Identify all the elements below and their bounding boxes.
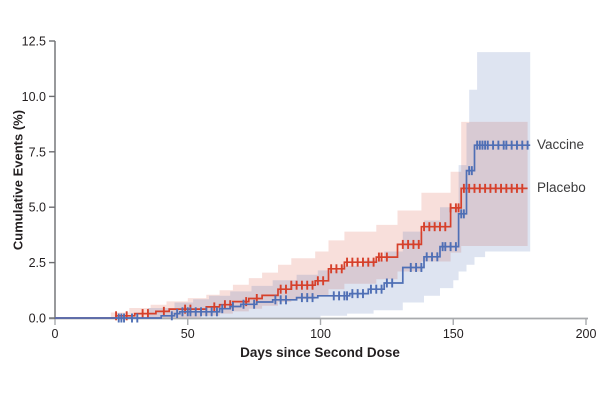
x-tick-label: 150 [443,327,464,341]
x-tick-label: 100 [310,327,331,341]
confidence-band-vaccine [55,52,531,318]
y-tick-label: 0.0 [29,312,46,326]
legend-vaccine-label: Vaccine [537,137,585,152]
x-tick-label: 50 [181,327,195,341]
x-tick-label: 0 [52,327,59,341]
y-tick-label: 7.5 [29,145,46,159]
y-axis: 0.0 2.5 5.0 7.5 10.0 12.5 [22,35,56,326]
y-axis-title: Cumulative Events (%) [10,109,26,251]
y-tick-label: 10.0 [22,90,46,104]
y-tick-label: 2.5 [29,256,46,270]
y-tick-label: 5.0 [29,201,46,215]
censor-ticks-placebo [115,183,524,321]
x-axis-title: Days since Second Dose [240,345,400,360]
curve-vaccine [55,144,531,319]
curve-placebo [55,187,528,319]
legend-placebo-label: Placebo [537,180,586,195]
censor-ticks-vaccine [117,140,529,323]
confidence-band-placebo [55,121,528,319]
x-tick-label: 200 [576,327,597,341]
y-tick-label: 12.5 [22,35,46,49]
